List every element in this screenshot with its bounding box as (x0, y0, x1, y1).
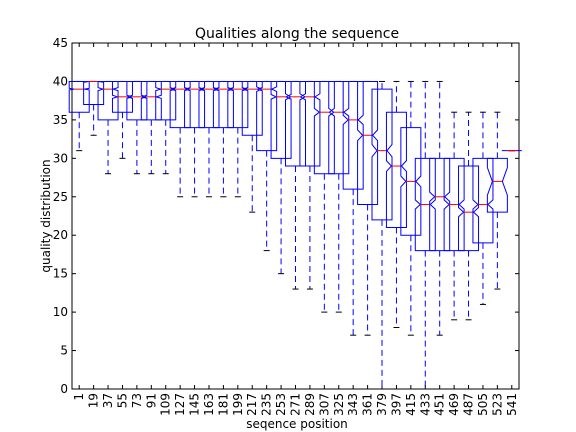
x-tick-label: 361 (361, 393, 375, 416)
x-tick-label: 415 (404, 393, 418, 416)
x-tick-label: 523 (490, 393, 504, 416)
x-tick-label: 451 (433, 393, 447, 416)
x-tick-label: 73 (130, 393, 144, 408)
box (299, 80, 321, 167)
box (140, 80, 162, 121)
x-tick-label: 469 (447, 393, 461, 416)
box (342, 80, 364, 190)
x-tick-label: 55 (115, 393, 129, 408)
x-tick-label: 289 (303, 393, 317, 416)
plot-frame (71, 42, 520, 390)
x-tick-label: 199 (231, 393, 245, 416)
box (458, 165, 480, 252)
y-tick-label: 35 (53, 113, 68, 127)
x-tick-label: 307 (317, 393, 331, 416)
box (328, 80, 350, 175)
box (270, 80, 292, 159)
x-tick-label: 271 (289, 393, 303, 416)
box (97, 80, 119, 121)
x-tick-label: 541 (505, 393, 519, 416)
x-tick-label: 127 (173, 393, 187, 416)
box (357, 80, 379, 205)
box (385, 111, 407, 229)
x-tick-label: 397 (389, 393, 403, 416)
box (285, 80, 306, 167)
y-tick-label: 20 (53, 228, 68, 242)
y-tick-label: 45 (53, 36, 68, 50)
box (486, 157, 508, 213)
x-tick-label: 109 (159, 393, 173, 416)
box (155, 80, 177, 121)
box (429, 157, 451, 252)
box (472, 157, 494, 244)
x-tick-label: 487 (462, 393, 476, 416)
box (256, 80, 278, 152)
y-tick-label: 30 (53, 151, 68, 165)
x-tick-label: 325 (332, 393, 346, 416)
box (400, 127, 422, 236)
x-tick-label: 433 (418, 393, 432, 416)
x-tick-label: 253 (274, 393, 288, 416)
y-tick-label: 25 (53, 190, 68, 204)
x-tick-label: 145 (188, 393, 202, 416)
x-tick-label: 1 (72, 393, 86, 401)
y-tick-label: 5 (60, 344, 68, 358)
y-tick-label: 15 (53, 267, 68, 281)
box (371, 88, 393, 221)
y-tick-label: 10 (53, 305, 68, 319)
x-tick-label: 181 (216, 393, 230, 416)
chart-title: Qualities along the sequence (195, 26, 399, 42)
x-axis-label: seqence position (246, 417, 348, 431)
x-tick-label: 505 (476, 393, 490, 416)
x-tick-label: 379 (375, 393, 389, 416)
box (126, 80, 148, 121)
x-tick-label: 235 (260, 393, 274, 416)
x-tick-label: 343 (346, 393, 360, 416)
x-tick-label: 217 (245, 393, 259, 416)
y-tick-label: 0 (60, 382, 68, 396)
x-tick-label: 19 (87, 393, 101, 408)
box (443, 157, 465, 252)
x-tick-label: 91 (144, 393, 158, 408)
y-tick-label: 40 (53, 74, 68, 88)
x-tick-label: 163 (202, 393, 216, 416)
y-axis-label: quality distribution (39, 159, 53, 272)
x-tick-label: 37 (101, 393, 115, 408)
box (83, 80, 105, 106)
